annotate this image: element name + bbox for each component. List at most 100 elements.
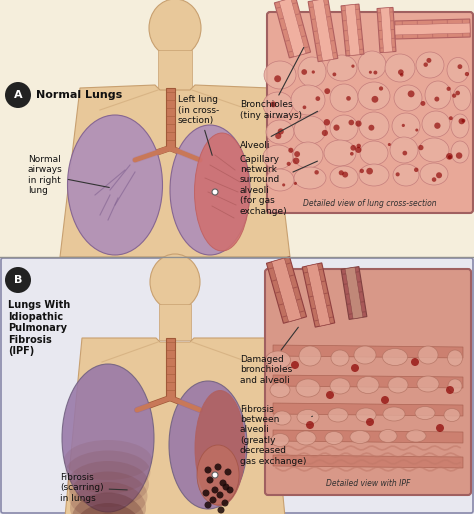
Circle shape — [458, 118, 465, 124]
Circle shape — [316, 96, 320, 101]
Ellipse shape — [350, 431, 370, 444]
Ellipse shape — [169, 381, 247, 509]
Circle shape — [423, 62, 428, 67]
Circle shape — [294, 151, 300, 157]
Circle shape — [207, 476, 213, 484]
Polygon shape — [272, 258, 301, 322]
Circle shape — [222, 484, 229, 490]
Polygon shape — [345, 5, 360, 56]
Ellipse shape — [273, 411, 291, 425]
Circle shape — [324, 119, 330, 125]
Circle shape — [402, 151, 407, 155]
Ellipse shape — [422, 111, 450, 137]
Circle shape — [434, 97, 439, 102]
Ellipse shape — [415, 407, 435, 419]
Ellipse shape — [194, 133, 249, 251]
Circle shape — [287, 162, 291, 166]
Ellipse shape — [324, 140, 356, 166]
Circle shape — [457, 64, 462, 69]
Ellipse shape — [451, 141, 469, 163]
Ellipse shape — [418, 346, 438, 364]
Ellipse shape — [72, 492, 145, 514]
Circle shape — [436, 424, 444, 432]
Circle shape — [270, 101, 276, 107]
Circle shape — [225, 468, 231, 475]
Ellipse shape — [356, 408, 376, 422]
Circle shape — [436, 172, 442, 178]
Circle shape — [350, 152, 354, 156]
Circle shape — [366, 168, 373, 174]
Circle shape — [301, 69, 307, 75]
Circle shape — [456, 152, 462, 159]
Polygon shape — [307, 264, 330, 326]
Text: Normal Lungs: Normal Lungs — [36, 90, 122, 100]
Circle shape — [369, 71, 372, 74]
Ellipse shape — [270, 382, 290, 397]
Circle shape — [452, 94, 456, 98]
Ellipse shape — [263, 145, 293, 169]
Circle shape — [432, 177, 437, 182]
Ellipse shape — [170, 125, 250, 255]
Ellipse shape — [330, 166, 358, 188]
Ellipse shape — [390, 137, 418, 163]
Ellipse shape — [330, 378, 350, 394]
Polygon shape — [341, 4, 364, 56]
Ellipse shape — [298, 57, 326, 87]
Ellipse shape — [67, 461, 149, 507]
Polygon shape — [273, 455, 463, 468]
Circle shape — [401, 124, 405, 127]
Text: Capillary
network
surround
alveoli
(for gas
exchange): Capillary network surround alveoli (for … — [240, 155, 318, 215]
Circle shape — [326, 391, 334, 399]
Ellipse shape — [293, 142, 323, 168]
Ellipse shape — [330, 84, 358, 112]
Polygon shape — [274, 0, 310, 58]
Text: Normal
airways
in right
lung: Normal airways in right lung — [28, 155, 109, 195]
Bar — [0, 0, 474, 257]
Circle shape — [408, 90, 415, 97]
Text: Detailed view of lung cross-section: Detailed view of lung cross-section — [303, 199, 437, 209]
Ellipse shape — [70, 482, 146, 514]
Circle shape — [379, 86, 383, 90]
Circle shape — [219, 480, 227, 486]
Ellipse shape — [447, 350, 463, 366]
Circle shape — [202, 489, 210, 497]
Circle shape — [278, 128, 284, 135]
Circle shape — [332, 72, 336, 76]
Polygon shape — [341, 267, 367, 319]
Circle shape — [350, 145, 356, 151]
Ellipse shape — [425, 81, 451, 109]
Polygon shape — [279, 0, 306, 57]
Ellipse shape — [357, 376, 379, 394]
Circle shape — [204, 467, 211, 473]
Text: Lungs With
Idiopathic
Pulmonary
Fibrosis
(IPF): Lungs With Idiopathic Pulmonary Fibrosis… — [8, 300, 70, 356]
Circle shape — [275, 133, 282, 139]
Circle shape — [465, 72, 469, 76]
Circle shape — [324, 88, 330, 94]
Ellipse shape — [453, 85, 471, 111]
Ellipse shape — [392, 113, 420, 139]
Circle shape — [368, 125, 374, 131]
Circle shape — [293, 158, 300, 164]
Circle shape — [212, 472, 218, 478]
Ellipse shape — [359, 164, 389, 186]
Ellipse shape — [195, 391, 245, 505]
Circle shape — [462, 119, 465, 123]
Circle shape — [356, 120, 362, 127]
Circle shape — [333, 124, 339, 131]
Circle shape — [211, 486, 219, 493]
Circle shape — [356, 146, 362, 153]
Circle shape — [5, 267, 31, 293]
Circle shape — [418, 145, 424, 150]
Ellipse shape — [73, 503, 143, 514]
Polygon shape — [308, 0, 338, 62]
Circle shape — [218, 506, 225, 513]
Ellipse shape — [197, 445, 239, 505]
Circle shape — [288, 148, 293, 153]
Circle shape — [215, 464, 221, 470]
Circle shape — [366, 418, 374, 426]
Circle shape — [217, 491, 224, 499]
Ellipse shape — [294, 116, 326, 144]
Circle shape — [351, 364, 359, 372]
Ellipse shape — [354, 346, 376, 364]
Circle shape — [294, 182, 297, 185]
